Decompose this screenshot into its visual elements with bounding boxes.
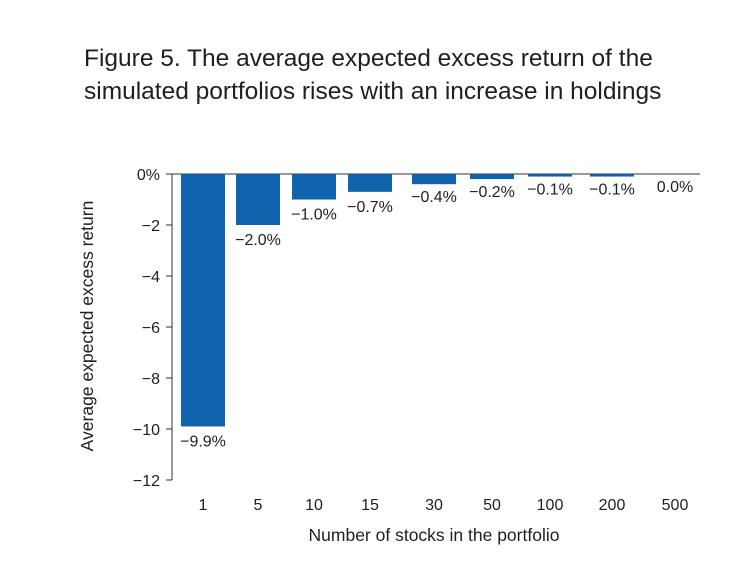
y-axis-title: Average expected excess return — [77, 201, 97, 452]
x-tick-label: 30 — [425, 497, 443, 514]
bars — [181, 174, 634, 427]
x-axis-tick-labels: 1 5 10 15 30 50 100 200 500 — [199, 497, 689, 514]
y-tick-label: −4 — [142, 269, 160, 286]
y-tick-label: 0% — [137, 167, 160, 184]
x-tick-label: 200 — [599, 497, 626, 514]
x-tick-label: 100 — [537, 497, 564, 514]
y-tick-label: −12 — [133, 473, 160, 490]
data-label-50: −0.2% — [469, 184, 515, 201]
x-axis-title: Number of stocks in the portfolio — [309, 525, 560, 545]
bar-100 — [528, 174, 572, 177]
y-tick-label: −8 — [142, 371, 160, 388]
data-labels: −9.9% −2.0% −1.0% −0.7% −0.4% −0.2% −0.1% −0.1%… — [180, 179, 693, 450]
y-tick-label: −6 — [142, 320, 160, 337]
x-tick-label: 500 — [662, 497, 689, 514]
data-label-200: −0.1% — [589, 182, 635, 199]
data-label-15: −0.7% — [347, 199, 393, 216]
data-label-1: −9.9% — [180, 433, 226, 450]
y-axis-ticks: 0% −2 −4 −6 −8 −10 −12 — [133, 167, 172, 490]
data-label-5: −2.0% — [235, 232, 281, 249]
x-tick-label: 15 — [361, 497, 379, 514]
bar-1 — [181, 174, 225, 427]
chart-title: Figure 5. The average expected excess re… — [84, 45, 662, 105]
bar-30 — [412, 174, 456, 185]
data-label-100: −0.1% — [527, 182, 573, 199]
x-tick-label: 1 — [199, 497, 208, 514]
bar-200 — [590, 174, 634, 177]
y-tick-label: −2 — [142, 218, 160, 235]
x-tick-label: 50 — [483, 497, 501, 514]
data-label-30: −0.4% — [411, 189, 457, 206]
y-tick-label: −10 — [133, 422, 160, 439]
bar-5 — [236, 174, 280, 225]
data-label-10: −1.0% — [291, 207, 337, 224]
bar-10 — [292, 174, 336, 200]
bar-50 — [470, 174, 514, 180]
data-label-500: 0.0% — [657, 179, 693, 196]
x-tick-label: 10 — [305, 497, 323, 514]
bar-15 — [348, 174, 392, 192]
x-tick-label: 5 — [254, 497, 263, 514]
